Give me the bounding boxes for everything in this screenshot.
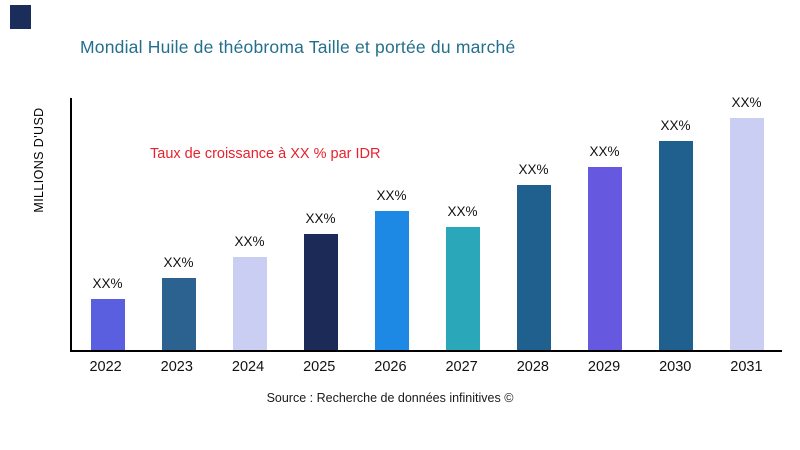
bar-value-label-2029: XX%: [589, 144, 620, 159]
x-axis-labels: 2022 2023 2024 2025 2026 2027 2028 2029 2030 2031: [70, 359, 782, 375]
x-tick-2022: 2022: [89, 359, 122, 375]
x-tick-2030: 2030: [659, 359, 692, 375]
bar-2024: [232, 257, 267, 350]
bar-2030: [658, 141, 693, 350]
bar-2026: [374, 211, 409, 350]
x-tick-2028: 2028: [516, 359, 549, 375]
x-tick-2026: 2026: [374, 359, 407, 375]
growth-rate-annotation: Taux de croissance à XX % par IDR: [150, 146, 381, 162]
x-tick-2031: 2031: [730, 359, 763, 375]
bar-2029: [587, 167, 622, 350]
bar-value-label-2024: XX%: [234, 234, 265, 249]
bar-value-label-2030: XX%: [660, 118, 691, 133]
bar-2022: [90, 299, 125, 350]
bar-value-label-2031: XX%: [731, 95, 762, 110]
bar-2027: [445, 227, 480, 350]
bar-2028: [516, 185, 551, 350]
plot-area: XX% XX% XX% XX% XX% XX% XX% XX% XX% XX%: [70, 95, 782, 352]
chart-title: Mondial Huile de théobroma Taille et por…: [80, 37, 516, 57]
bar-2025: [303, 234, 338, 350]
bar-value-label-2028: XX%: [518, 162, 549, 177]
bar-slot-2022: XX%: [72, 276, 143, 350]
source-note: Source : Recherche de données infinitive…: [266, 391, 514, 405]
bar-value-label-2026: XX%: [376, 188, 407, 203]
bar-slot-2024: XX%: [214, 234, 285, 350]
bar-value-label-2022: XX%: [92, 276, 123, 291]
bar-value-label-2023: XX%: [163, 255, 194, 270]
x-tick-2025: 2025: [303, 359, 336, 375]
bar-slot-2031: XX%: [711, 95, 782, 350]
bar-slot-2023: XX%: [143, 255, 214, 350]
bar-slot-2030: XX%: [640, 118, 711, 350]
x-tick-2023: 2023: [160, 359, 193, 375]
x-tick-2024: 2024: [231, 359, 265, 375]
bar-slot-2029: XX%: [569, 144, 640, 350]
bar-slot-2028: XX%: [498, 162, 569, 350]
bar-slot-2026: XX%: [356, 188, 427, 350]
bar-2023: [161, 278, 196, 350]
x-tick-2027: 2027: [445, 359, 478, 375]
y-axis-label: MILLIONS D'USD: [32, 107, 46, 213]
bars-row: XX% XX% XX% XX% XX% XX% XX% XX% XX% XX%: [72, 95, 782, 350]
bar-value-label-2027: XX%: [447, 204, 478, 219]
bar-slot-2027: XX%: [427, 204, 498, 350]
bar-value-label-2025: XX%: [305, 211, 336, 226]
bar-2031: [729, 118, 764, 350]
bar-slot-2025: XX%: [285, 211, 356, 350]
brand-logo: [10, 5, 31, 29]
x-tick-2029: 2029: [587, 359, 621, 375]
